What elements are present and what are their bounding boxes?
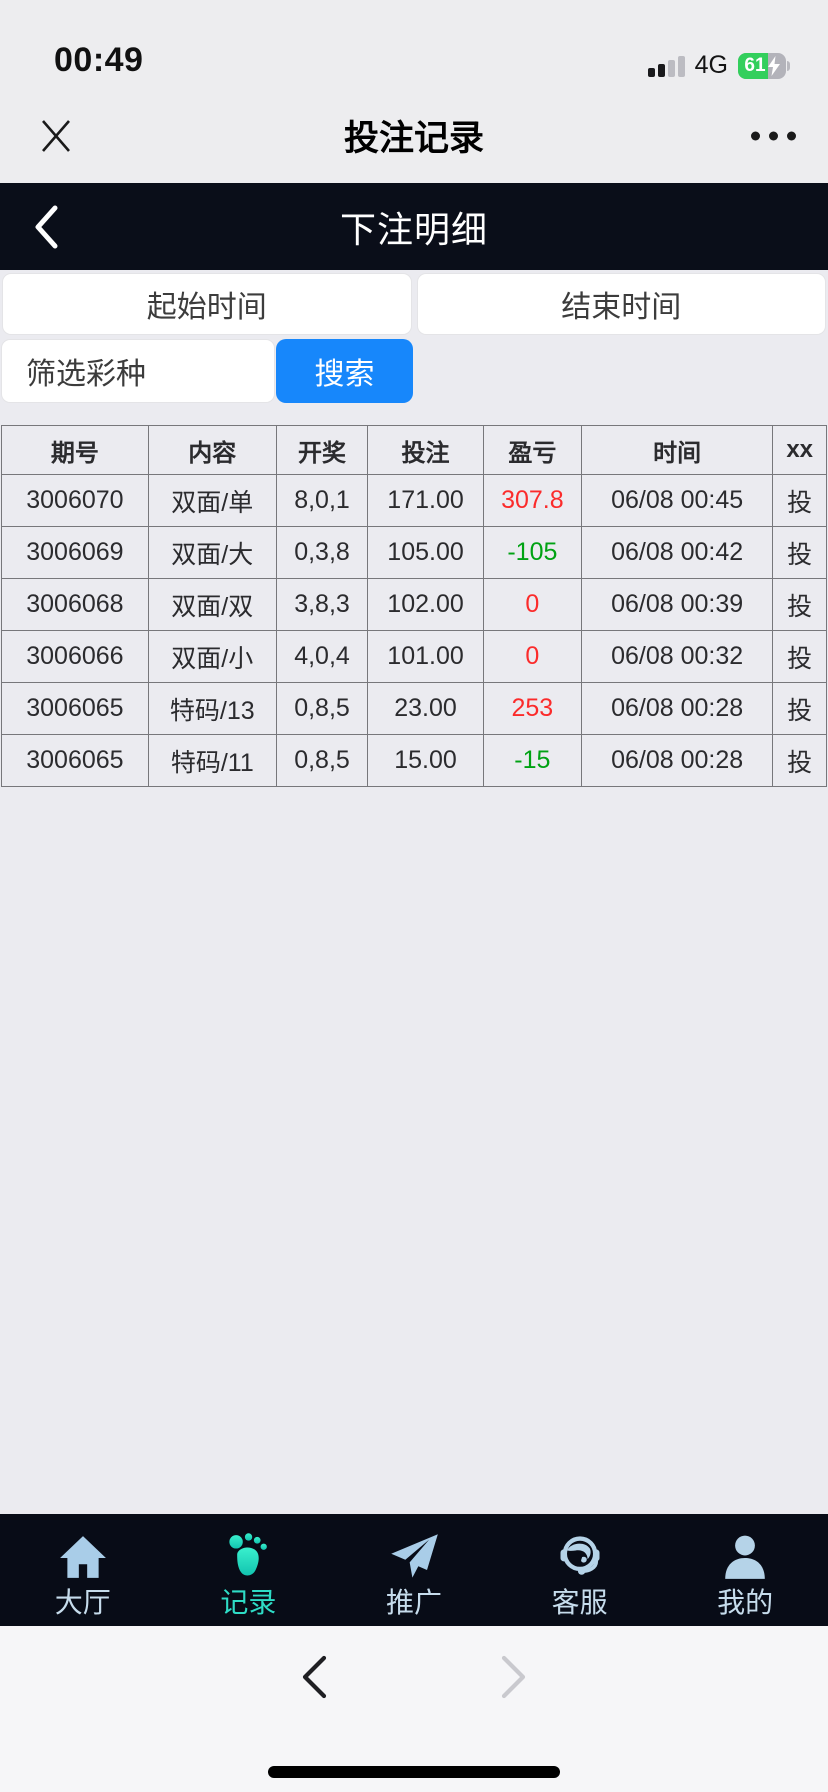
- paper-plane-icon: [391, 1534, 438, 1578]
- col-bet: 投注: [367, 425, 484, 475]
- close-icon: [42, 119, 70, 152]
- app-header: 投注记录: [0, 88, 828, 183]
- cell-profit: -15: [482, 734, 582, 787]
- cell-draw: 3,8,3: [275, 578, 369, 631]
- cell-profit: 0: [482, 630, 582, 683]
- back-button[interactable]: [24, 202, 68, 252]
- table-row: 3006069 双面/大 0,3,8 105.00 -105 06/08 00:…: [1, 526, 827, 579]
- user-icon: [725, 1535, 765, 1579]
- col-action: xx: [772, 425, 827, 475]
- bet-records-table: 期号 内容 开奖 投注 盈亏 时间 xx 3006070 双面/单 8,0,1 …: [0, 425, 828, 787]
- prev-page-button[interactable]: [292, 1654, 336, 1700]
- rebet-button[interactable]: 投: [772, 734, 827, 787]
- nav-item-hall[interactable]: 大厅: [0, 1514, 166, 1626]
- rebet-button[interactable]: 投: [772, 630, 827, 683]
- cell-bet: 105.00: [367, 526, 484, 579]
- cell-bet: 15.00: [367, 734, 484, 787]
- nav-item-promote[interactable]: 推广: [331, 1514, 497, 1626]
- cell-bet: 23.00: [367, 682, 484, 735]
- cell-draw: 0,8,5: [275, 682, 369, 735]
- cell-time: 06/08 00:32: [580, 630, 774, 683]
- footprint-icon: [229, 1533, 268, 1576]
- chevron-right-icon: [501, 1655, 526, 1699]
- next-page-button[interactable]: [492, 1654, 536, 1700]
- cell-period: 3006065: [1, 734, 149, 787]
- cell-content: 特码/13: [147, 682, 277, 735]
- nav-item-support[interactable]: 客服: [497, 1514, 663, 1626]
- col-profit: 盈亏: [482, 425, 582, 475]
- headset-icon: [560, 1536, 600, 1575]
- chevron-left-icon: [302, 1655, 327, 1699]
- cell-profit: 253: [482, 682, 582, 735]
- cell-draw: 8,0,1: [275, 474, 369, 527]
- bottom-nav: 大厅 记录 推广: [0, 1514, 828, 1626]
- cell-time: 06/08 00:45: [580, 474, 774, 527]
- pagination: [0, 1626, 828, 1700]
- cell-draw: 4,0,4: [275, 630, 369, 683]
- cell-content: 双面/小: [147, 630, 277, 683]
- cell-time: 06/08 00:28: [580, 682, 774, 735]
- home-icon: [59, 1536, 106, 1578]
- cell-draw: 0,3,8: [275, 526, 369, 579]
- col-draw: 开奖: [275, 425, 369, 475]
- col-content: 内容: [147, 425, 277, 475]
- table-header-row: 期号 内容 开奖 投注 盈亏 时间 xx: [1, 425, 827, 475]
- nav-item-records[interactable]: 记录: [166, 1514, 332, 1626]
- cell-profit: 307.8: [482, 474, 582, 527]
- table-row: 3006068 双面/双 3,8,3 102.00 0 06/08 00:39 …: [1, 578, 827, 631]
- more-menu-button[interactable]: [751, 131, 796, 140]
- battery-percent: 61: [744, 54, 766, 76]
- filter-area: 起始时间 结束时间 筛选彩种 搜索: [0, 270, 828, 425]
- clock: 00:49: [54, 41, 144, 79]
- cell-draw: 0,8,5: [275, 734, 369, 787]
- cell-bet: 102.00: [367, 578, 484, 631]
- cell-period: 3006066: [1, 630, 149, 683]
- page-header: 下注明细: [0, 183, 828, 270]
- start-time-input[interactable]: 起始时间: [2, 273, 412, 335]
- search-button[interactable]: 搜索: [276, 339, 413, 403]
- cell-bet: 171.00: [367, 474, 484, 527]
- rebet-button[interactable]: 投: [772, 526, 827, 579]
- cell-content: 双面/双: [147, 578, 277, 631]
- back-chevron-icon: [35, 205, 58, 248]
- cell-period: 3006068: [1, 578, 149, 631]
- rebet-button[interactable]: 投: [772, 578, 827, 631]
- rebet-button[interactable]: 投: [772, 682, 827, 735]
- cell-time: 06/08 00:28: [580, 734, 774, 787]
- col-period: 期号: [1, 425, 149, 475]
- cell-profit: 0: [482, 578, 582, 631]
- rebet-button[interactable]: 投: [772, 474, 827, 527]
- signal-strength-icon: [647, 55, 685, 77]
- more-icon: [751, 131, 760, 140]
- network-type: 4G: [694, 51, 728, 79]
- page-title: 下注明细: [339, 208, 488, 250]
- app-title: 投注记录: [343, 119, 484, 158]
- lottery-type-select[interactable]: 筛选彩种: [1, 339, 275, 403]
- table-row: 3006066 双面/小 4,0,4 101.00 0 06/08 00:32 …: [1, 630, 827, 683]
- table-row: 3006070 双面/单 8,0,1 171.00 307.8 06/08 00…: [1, 474, 827, 527]
- cell-period: 3006070: [1, 474, 149, 527]
- col-time: 时间: [580, 425, 774, 475]
- charging-bolt-icon: [768, 55, 780, 76]
- nav-item-mine[interactable]: 我的: [662, 1514, 828, 1626]
- cell-profit: -105: [482, 526, 582, 579]
- table-row: 3006065 特码/13 0,8,5 23.00 253 06/08 00:2…: [1, 682, 827, 735]
- close-button[interactable]: [36, 116, 76, 156]
- cell-time: 06/08 00:39: [580, 578, 774, 631]
- cell-bet: 101.00: [367, 630, 484, 683]
- cell-content: 双面/大: [147, 526, 277, 579]
- home-indicator[interactable]: [268, 1766, 560, 1778]
- table-row: 3006065 特码/11 0,8,5 15.00 -15 06/08 00:2…: [1, 734, 827, 787]
- battery-icon: 61: [738, 52, 790, 79]
- footer: [0, 1626, 828, 1792]
- cell-content: 特码/11: [147, 734, 277, 787]
- cell-time: 06/08 00:42: [580, 526, 774, 579]
- cell-period: 3006069: [1, 526, 149, 579]
- empty-content-area: [0, 787, 828, 1514]
- end-time-input[interactable]: 结束时间: [416, 273, 826, 335]
- cell-period: 3006065: [1, 682, 149, 735]
- cell-content: 双面/单: [147, 474, 277, 527]
- status-bar: 00:49 4G 61: [0, 0, 828, 88]
